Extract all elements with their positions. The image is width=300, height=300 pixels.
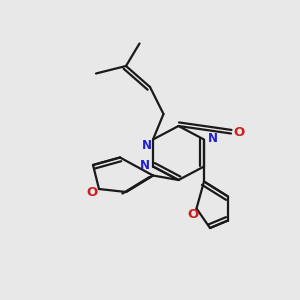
Text: O: O [87,185,98,199]
Text: N: N [140,159,150,172]
Text: O: O [188,208,199,221]
Text: O: O [233,126,244,140]
Text: N: N [207,131,218,145]
Text: N: N [141,139,152,152]
